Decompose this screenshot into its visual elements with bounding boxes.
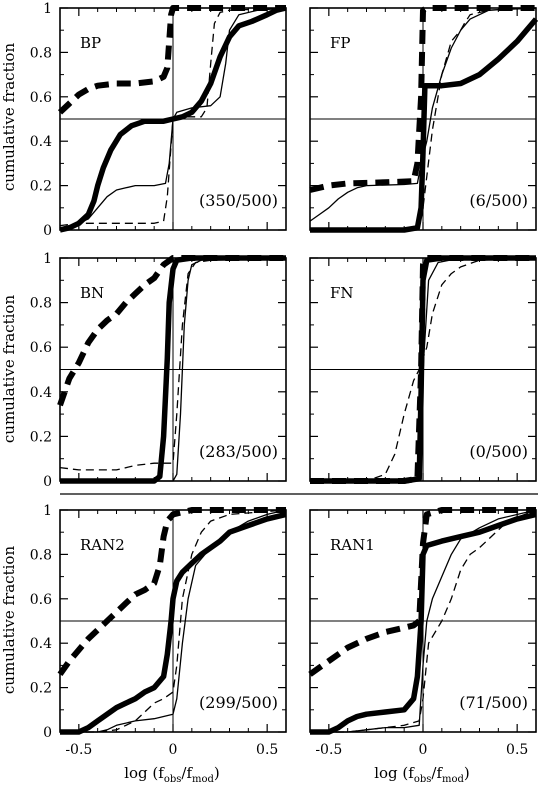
x-axis-label-right: log (fobs/fmod)	[374, 764, 470, 785]
y-tick-label: 0.6	[30, 592, 52, 608]
plot-frame	[59, 257, 287, 482]
series-thin-dashed	[310, 7, 537, 231]
y-axis-label-row2: cumulative fraction	[0, 295, 18, 444]
count-label: (350/500)	[199, 191, 278, 210]
plot-frame	[59, 509, 287, 733]
series-thin-dashed	[310, 509, 537, 733]
series-thin-solid	[59, 7, 287, 229]
y-tick-label: 1	[43, 1, 52, 17]
series-thin-solid	[60, 257, 286, 482]
panel-fp: FP (6/500)	[309, 5, 538, 233]
x-tick-label: -0.5	[315, 742, 342, 758]
x-tick-label: 0.5	[506, 742, 528, 758]
series-thick-solid	[60, 511, 287, 735]
panel-ran1: RAN1 (71/500) -0.5 0 0.5	[308, 507, 537, 758]
series-thick-dashed	[308, 507, 536, 677]
y-tick-label: 0.8	[30, 296, 52, 312]
series-thick-dashed	[57, 507, 286, 677]
count-label: (71/500)	[459, 693, 528, 712]
y-tick-label: 0.4	[30, 636, 52, 652]
series-thick-dashed	[57, 5, 286, 115]
plot-frame	[309, 7, 537, 231]
panel-label: FN	[330, 284, 354, 302]
panel-ran2: RAN2 (299/500) 0 0.2 0.4 0.6 0.8 1 -0.5 0 0.5	[30, 503, 287, 758]
count-label: (283/500)	[199, 442, 278, 461]
y-tick-label: 0.6	[30, 90, 52, 106]
x-tick-label: -0.5	[65, 742, 92, 758]
series-thin-dashed	[59, 7, 287, 227]
y-tick-label: 1	[43, 251, 52, 267]
series-thin-dashed	[60, 509, 287, 733]
panel-bn: BN (283/500) 0 0.2 0.4 0.6 0.8 1	[30, 251, 287, 490]
panel-bp: BP (350/500) 0 0.2 0.4 0.6 0.8 1	[30, 1, 287, 239]
panel-fn: FN (0/500)	[309, 255, 537, 484]
count-label: (299/500)	[199, 693, 278, 712]
count-label: (6/500)	[469, 191, 528, 210]
y-axis-label-row3: cumulative fraction	[0, 546, 18, 695]
series-thin-dashed	[310, 257, 537, 482]
y-tick-label: 0.2	[30, 681, 52, 697]
y-axis-label-row1: cumulative fraction	[0, 43, 18, 192]
y-tick-label: 0	[43, 474, 52, 490]
plot-frame	[309, 257, 537, 482]
panels: BP (350/500) 0 0.2 0.4 0.6 0.8 1 FP (6/500) BN (283…	[30, 1, 538, 758]
y-tick-label: 0.4	[30, 385, 52, 401]
y-tick-label: 0.2	[30, 429, 52, 445]
series-thick-solid	[59, 5, 287, 233]
x-tick-label: 0	[169, 742, 178, 758]
panel-label: BP	[80, 34, 101, 52]
series-thin-solid	[310, 509, 537, 733]
panel-label: RAN1	[330, 536, 375, 554]
x-axis-label-left: log (fobs/fmod)	[124, 764, 220, 785]
y-tick-label: 0.8	[30, 45, 52, 61]
plot-frame	[309, 509, 537, 733]
y-tick-label: 0.4	[30, 134, 52, 150]
plot-frame	[59, 7, 287, 231]
series-thick-dashed	[309, 5, 536, 193]
panel-label: FP	[330, 34, 351, 52]
y-tick-label: 1	[43, 503, 52, 519]
y-tick-label: 0	[43, 223, 52, 239]
series-thin-dashed	[59, 257, 287, 471]
x-tick-label: 0	[419, 742, 428, 758]
y-tick-label: 0.6	[30, 340, 52, 356]
panel-label: RAN2	[80, 536, 125, 554]
y-tick-label: 0.8	[30, 547, 52, 563]
y-tick-label: 0.2	[30, 179, 52, 195]
series-thick-solid	[310, 511, 537, 735]
panel-label: BN	[80, 284, 104, 302]
count-label: (0/500)	[469, 442, 528, 461]
series-thin-solid	[60, 509, 287, 733]
y-tick-label: 0	[43, 725, 52, 741]
series-thick-dashed	[57, 255, 286, 407]
x-tick-label: 0.5	[256, 742, 278, 758]
